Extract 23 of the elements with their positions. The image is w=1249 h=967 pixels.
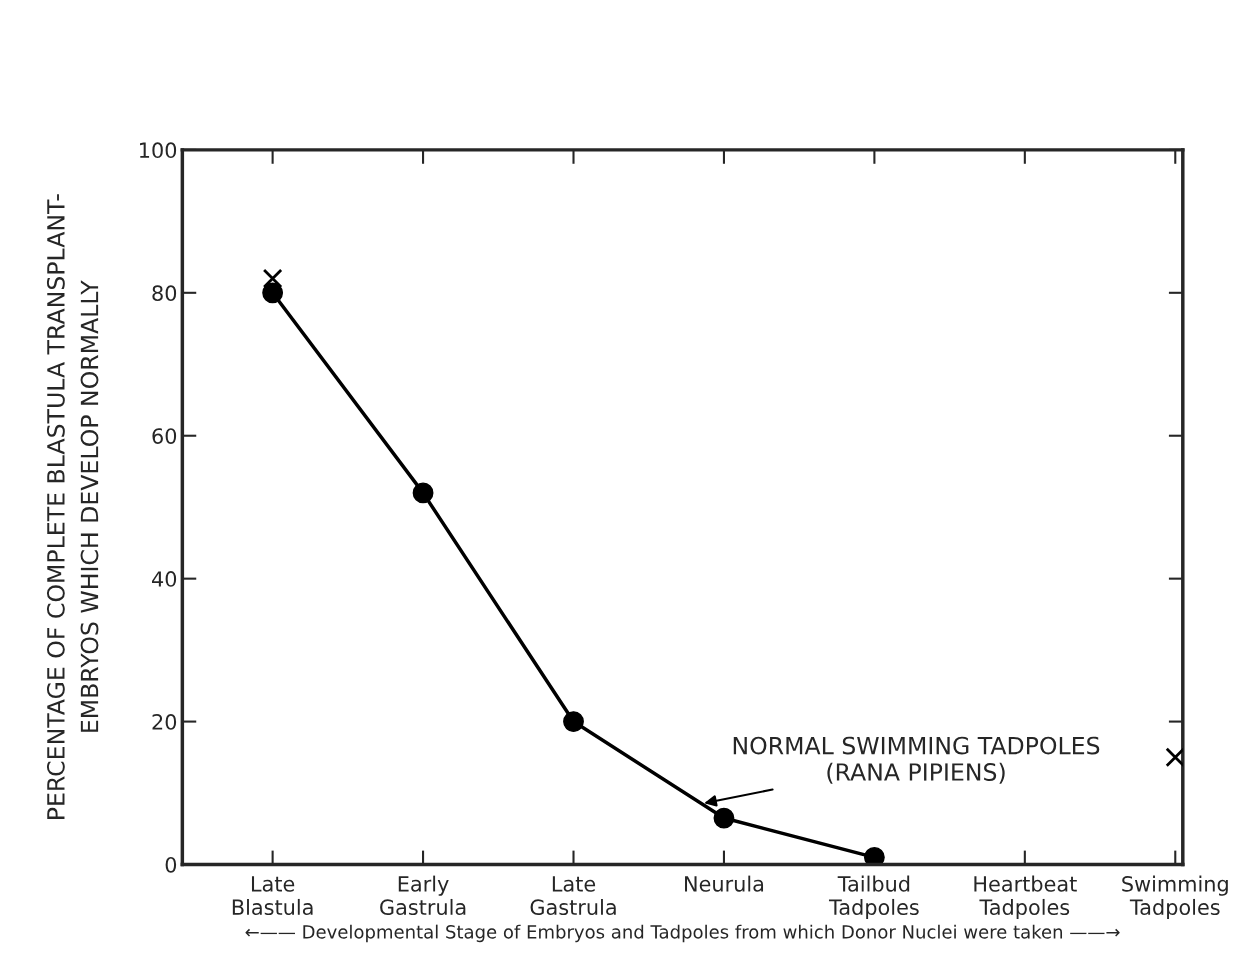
point xyxy=(713,807,735,829)
y-axis-title: PERCENTAGE OF COMPLETE BLASTULA TRANSPLANT- EMBRYOS WHICH DEVELOP NORMALLY xyxy=(46,194,99,819)
y-tick-label: 60 xyxy=(152,428,177,444)
x-tick-label: Late Gastrula xyxy=(530,876,616,916)
x-tick-label: Neurula xyxy=(685,875,764,892)
y-tick-label: 20 xyxy=(152,714,177,730)
point xyxy=(262,268,283,289)
x-tick-label: Tailbud Tadpoles xyxy=(828,875,919,920)
y-tick-label: 80 xyxy=(152,285,177,302)
x-tick-label: Late Blastula xyxy=(232,876,313,916)
y-tick-label: 0 xyxy=(165,856,177,873)
annotation: NORMAL SWIMMING TADPOLES (RANA PIPIENS) xyxy=(733,736,1100,784)
x-tick-label: Swimming Tadpoles xyxy=(1122,875,1228,920)
point xyxy=(1165,747,1183,768)
x-tick-label: Early Gastrula xyxy=(380,875,466,916)
x-axis-title: ←—— Developmental Stage of Embryos and Tadpoles from which Donor Nuclei were taken ——→ xyxy=(245,924,1120,943)
x-tick-label: Heartbeat Tadpoles xyxy=(974,875,1077,920)
y-tick-label: 100 xyxy=(140,142,177,159)
point xyxy=(863,846,885,865)
point xyxy=(262,282,284,304)
y-tick-label: 40 xyxy=(152,571,177,587)
point xyxy=(412,482,434,504)
point xyxy=(563,711,584,732)
